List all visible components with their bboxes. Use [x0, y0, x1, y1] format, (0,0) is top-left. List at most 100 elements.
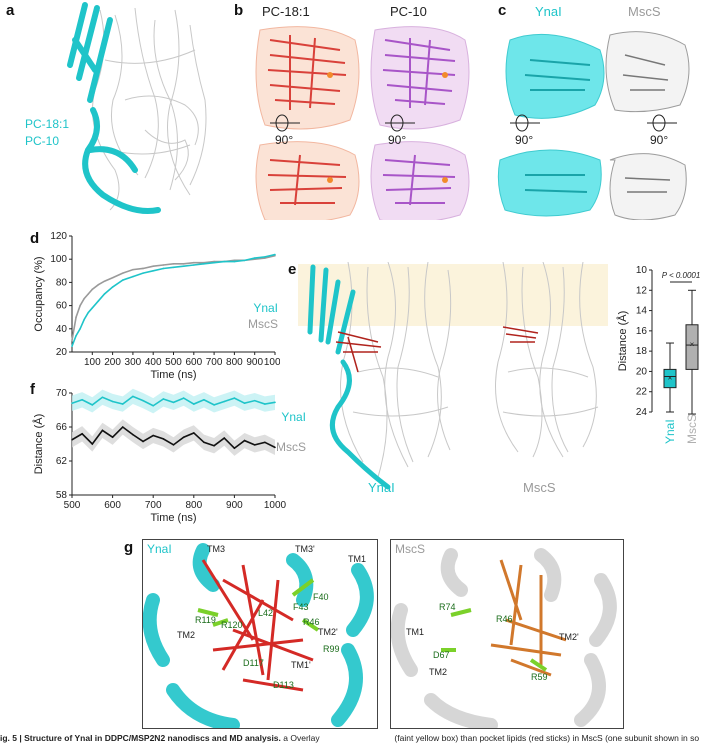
g-mscs-res-3: TM2 — [429, 667, 447, 677]
data-point-YnaI — [132, 395, 134, 398]
data-point-YnaI — [75, 334, 77, 337]
x-tick-label: 800 — [185, 500, 202, 511]
data-point-YnaI — [79, 328, 81, 330]
panel-c-title-ynai: YnaI — [535, 4, 562, 19]
g-mscs-res-2: TM1 — [406, 627, 424, 637]
data-point-YnaI — [162, 267, 165, 270]
g-ynai-res-14: D113 — [273, 680, 294, 690]
data-point-MscS — [71, 339, 73, 342]
g-ynai-res-0: TM3 — [207, 544, 225, 554]
data-point-MscS — [83, 297, 85, 300]
significance-label: P < 0.0001 — [662, 271, 701, 280]
data-point-MscS — [152, 265, 154, 267]
data-point-MscS — [111, 276, 114, 279]
series-band-MscS — [72, 419, 275, 456]
panel-c-densities: 90° 90° — [497, 31, 690, 220]
data-point-MscS — [233, 447, 236, 450]
panel-a-structure: PC-18:1 PC-10 — [25, 2, 207, 214]
data-point-MscS — [101, 429, 104, 432]
panel-e-letter: e — [288, 261, 297, 278]
panel-c-rotation-2: 90° — [650, 133, 668, 147]
y-tick-label: 80 — [56, 277, 68, 288]
panel-g-title-mscs: MscS — [395, 542, 425, 556]
panel-a-letter: a — [6, 2, 15, 19]
data-point-YnaI — [152, 404, 154, 407]
figure-caption: ig. 5 | Structure of YnaI in DDPC/MSP2N2… — [0, 733, 722, 743]
data-point-YnaI — [91, 307, 94, 309]
data-point-YnaI — [142, 272, 144, 274]
data-point-MscS — [121, 272, 124, 274]
data-point-MscS — [79, 304, 81, 307]
data-point-YnaI — [253, 257, 256, 259]
y-tick-label: 22 — [636, 387, 648, 398]
g-ynai-res-13: F40 — [313, 592, 329, 602]
panel-e-structures: YnaI MscS — [298, 262, 608, 495]
data-point-YnaI — [172, 266, 175, 269]
panel-e-label-mscs: MscS — [523, 480, 556, 495]
data-point-MscS — [213, 444, 215, 447]
panel-g-ynai-frame: TM3 TM3' TM1 TM2 TM2' TM1' R120 L42 F43 … — [142, 539, 378, 729]
box-YnaI — [663, 368, 677, 389]
x-tick-label: 500 — [64, 500, 81, 511]
y-axis-label: Occupancy (%) — [33, 256, 45, 331]
data-point-YnaI — [253, 399, 256, 402]
data-point-YnaI — [103, 293, 106, 295]
x-tick-label: 400 — [145, 357, 162, 368]
y-tick-label: 60 — [56, 301, 68, 312]
panel-a-legend-pc10: PC-10 — [25, 134, 59, 148]
y-tick-label: 62 — [56, 456, 68, 467]
data-point-YnaI — [203, 263, 205, 265]
data-point-MscS — [223, 437, 226, 439]
x-tick-label: 500 — [165, 357, 182, 368]
category-label-MscS: MscS — [685, 414, 699, 444]
data-point-YnaI — [162, 398, 165, 400]
data-point-YnaI — [213, 404, 215, 406]
data-point-YnaI — [97, 300, 100, 302]
data-point-MscS — [253, 444, 256, 446]
data-point-YnaI — [111, 400, 114, 403]
panel-c-letter: c — [498, 2, 507, 19]
data-point-YnaI — [152, 270, 154, 272]
data-point-MscS — [87, 293, 90, 295]
g-mscs-res-5: D67 — [433, 650, 450, 660]
data-point-YnaI — [91, 404, 94, 406]
data-point-MscS — [274, 446, 276, 449]
panel-c-rotation-1: 90° — [515, 133, 533, 147]
y-tick-label: 20 — [56, 347, 68, 358]
panel-b-title-pc10: PC-10 — [390, 4, 427, 19]
data-point-YnaI — [71, 345, 73, 347]
g-ynai-res-2: TM1 — [348, 554, 366, 564]
panel-g-mscs-view: R74 R46 TM1 TM2 TM2' D67 R59 — [391, 548, 617, 728]
x-tick-label: 1000 — [264, 357, 280, 368]
g-ynai-res-5: TM1' — [291, 660, 311, 670]
y-tick-label: 100 — [50, 254, 67, 265]
g-ynai-res-4: TM2' — [318, 627, 338, 637]
data-point-MscS — [182, 436, 185, 438]
data-point-MscS — [81, 433, 83, 435]
data-point-YnaI — [274, 401, 276, 404]
y-tick-label: 24 — [636, 407, 648, 418]
panel-d-letter: d — [30, 230, 40, 247]
y-axis-label: Distance (Å) — [616, 311, 629, 372]
panel-g-title-ynai: YnaI — [147, 542, 172, 556]
series-line-YnaI — [71, 253, 276, 347]
g-ynai-res-9: R46 — [303, 617, 320, 627]
x-tick-label: 700 — [206, 357, 223, 368]
y-tick-label: 16 — [636, 326, 648, 337]
data-point-YnaI — [81, 399, 83, 401]
x-tick-label: 700 — [145, 500, 162, 511]
data-point-MscS — [162, 438, 165, 440]
panel-b-title-pc18: PC-18:1 — [262, 4, 310, 19]
data-point-MscS — [121, 426, 124, 428]
g-ynai-res-11: R99 — [323, 644, 340, 654]
data-point-YnaI — [132, 275, 134, 278]
x-axis-label: Time (ns) — [150, 512, 196, 524]
caption-text-left: a Overlay — [283, 733, 320, 743]
data-point-MscS — [142, 267, 144, 270]
chart-e-box: 10 12 14 16 18 20 22 24 Distance (Å) × YnaI × MscS P … — [616, 265, 701, 444]
data-point-YnaI — [83, 318, 85, 321]
g-ynai-res-12: D117 — [243, 658, 264, 668]
panel-g-mscs-frame: R74 R46 TM1 TM2 TM2' D67 R59 MscS — [390, 539, 624, 729]
data-point-MscS — [103, 280, 106, 283]
data-point-MscS — [193, 261, 195, 264]
